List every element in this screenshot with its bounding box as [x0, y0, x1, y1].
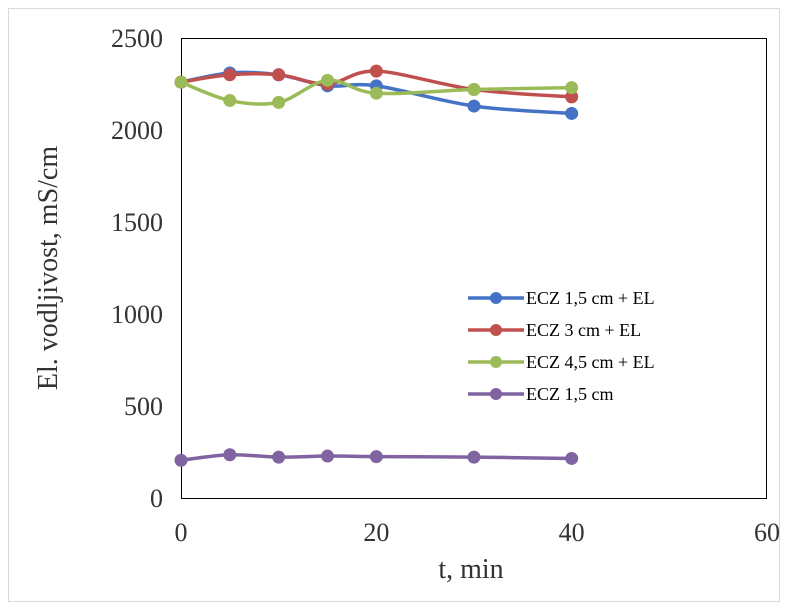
data-point — [565, 451, 579, 465]
chart-area — [8, 8, 780, 602]
legend-swatch-marker — [490, 292, 502, 304]
legend-item: ECZ 4,5 cm + EL — [468, 352, 655, 372]
legend-label: ECZ 1,5 cm — [526, 384, 614, 404]
y-tick-label: 2500 — [111, 24, 163, 53]
legend-item: ECZ 1,5 cm — [468, 384, 614, 404]
legend-label: ECZ 4,5 cm + EL — [526, 352, 655, 372]
data-point — [174, 453, 188, 467]
data-point — [174, 75, 188, 89]
x-tick-label: 20 — [363, 518, 389, 547]
legend-item: ECZ 1,5 cm + EL — [468, 288, 655, 308]
y-tick-label: 2000 — [111, 116, 163, 145]
data-point — [369, 450, 383, 464]
data-point — [565, 81, 579, 95]
data-point — [565, 106, 579, 120]
data-point — [467, 83, 481, 97]
data-point — [467, 99, 481, 113]
data-point — [369, 86, 383, 100]
data-point — [321, 449, 334, 463]
data-point — [369, 64, 383, 78]
data-point — [272, 450, 286, 464]
y-tick-label: 1000 — [111, 300, 163, 329]
series-layer — [174, 64, 579, 467]
legend-swatch-marker — [490, 356, 502, 368]
data-point — [223, 94, 237, 108]
data-point — [565, 90, 579, 104]
data-point — [467, 450, 481, 464]
x-tick-label: 40 — [559, 518, 585, 547]
y-tick-label: 1500 — [111, 208, 163, 237]
x-tick-labels: 0 20 40 60 — [175, 518, 781, 547]
data-point — [223, 448, 237, 462]
legend-label: ECZ 1,5 cm + EL — [526, 288, 655, 308]
series-3 — [174, 73, 579, 109]
legend-swatch-marker — [490, 388, 502, 400]
data-point — [321, 73, 334, 87]
legend: ECZ 1,5 cm + EL ECZ 3 cm + EL ECZ 4,5 cm +… — [468, 288, 655, 404]
x-tick-label: 60 — [754, 518, 780, 547]
y-axis-title: El. vodljivost, mS/cm — [33, 146, 64, 390]
y-tick-label: 500 — [124, 392, 163, 421]
x-tick-label: 0 — [175, 518, 188, 547]
y-tick-labels: 0 500 1000 1500 2000 2500 — [111, 24, 163, 513]
axes — [181, 38, 767, 499]
x-axis-title: t, min — [438, 554, 503, 585]
legend-swatch-marker — [490, 324, 502, 336]
series-4 — [174, 448, 579, 467]
data-point — [223, 68, 237, 82]
y-tick-label: 0 — [150, 484, 163, 513]
data-point — [272, 95, 286, 109]
legend-item: ECZ 3 cm + EL — [468, 320, 641, 340]
legend-label: ECZ 3 cm + EL — [526, 320, 641, 340]
data-point — [272, 68, 286, 82]
